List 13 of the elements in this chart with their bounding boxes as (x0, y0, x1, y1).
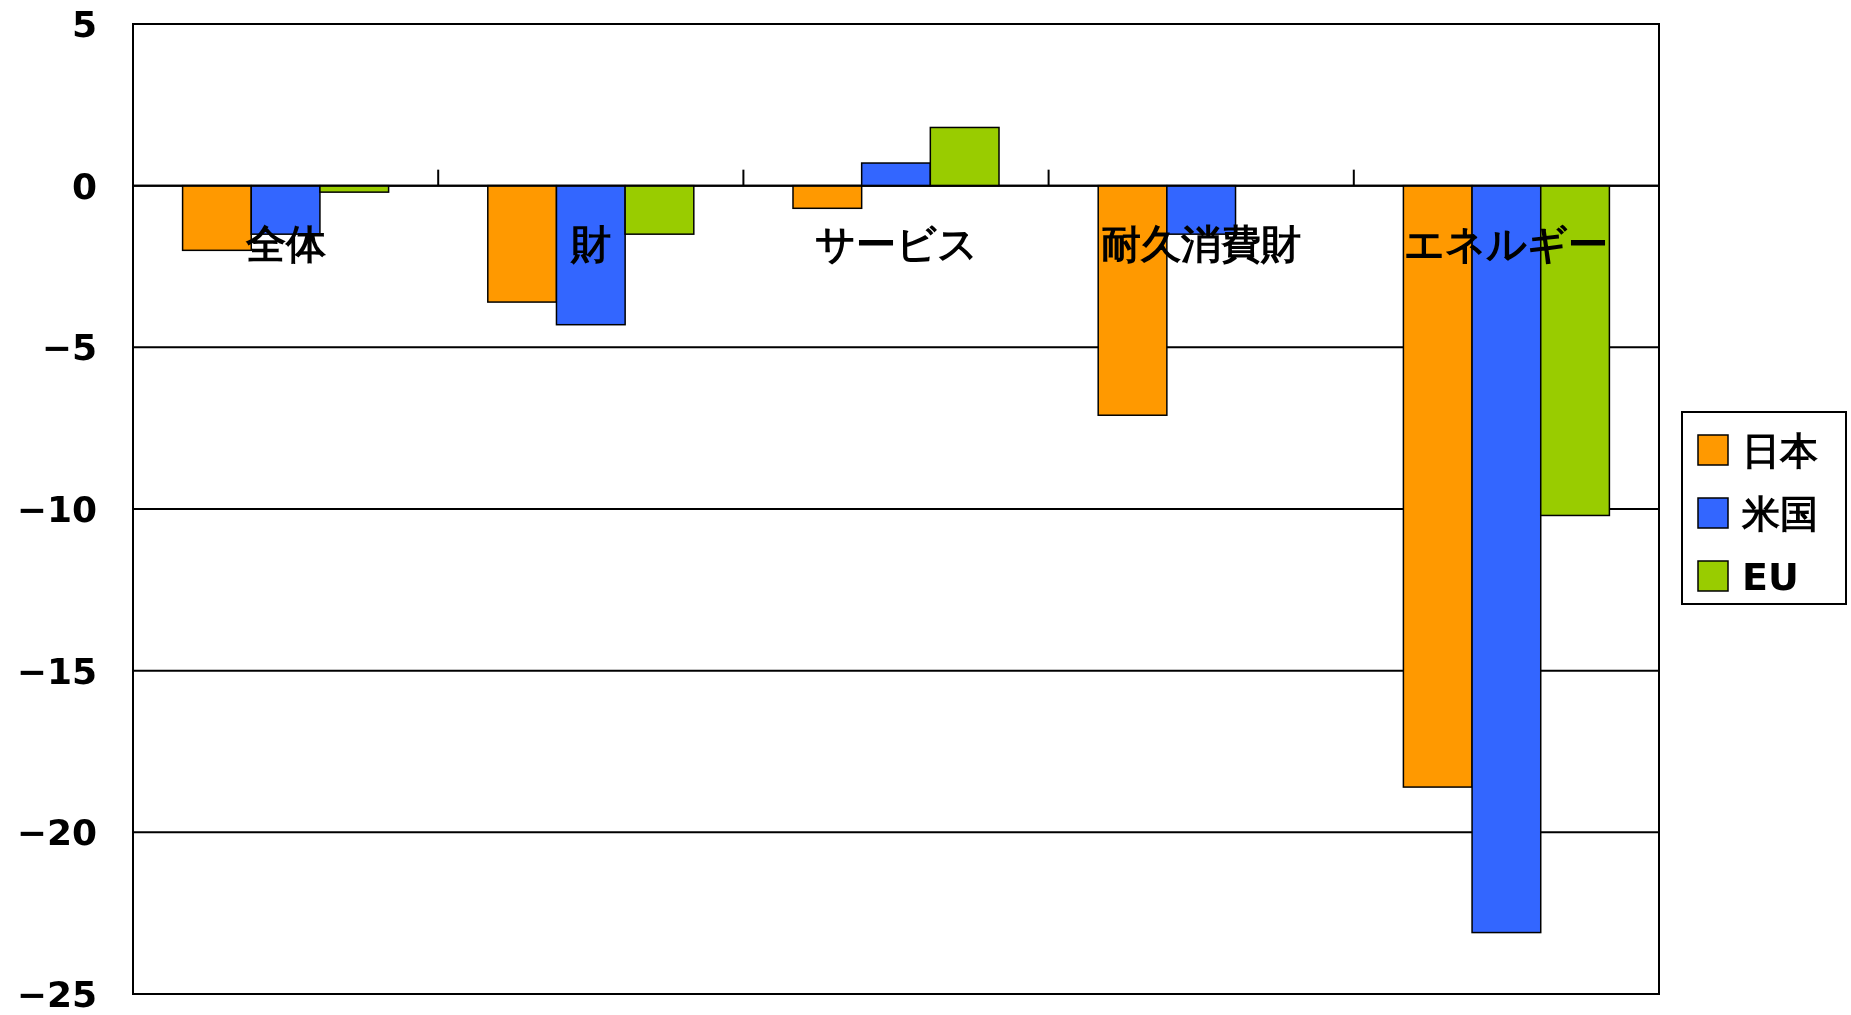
y-tick-label: −20 (16, 812, 97, 854)
y-tick-label: 0 (71, 165, 97, 207)
y-tick-label: −10 (16, 489, 97, 530)
legend-label: 日本 (1742, 429, 1818, 473)
y-tick-label: −15 (16, 650, 97, 692)
x-tick-label: 全体 (244, 220, 327, 267)
legend-label: 米国 (1741, 492, 1818, 536)
x-tick-label: サービス (814, 220, 978, 267)
y-tick-label: −25 (16, 974, 97, 1015)
legend-label: EU (1742, 555, 1799, 599)
y-tick-label: 5 (71, 4, 97, 45)
y-tick-label: −5 (41, 327, 97, 369)
x-tick-label: 財 (569, 220, 611, 267)
